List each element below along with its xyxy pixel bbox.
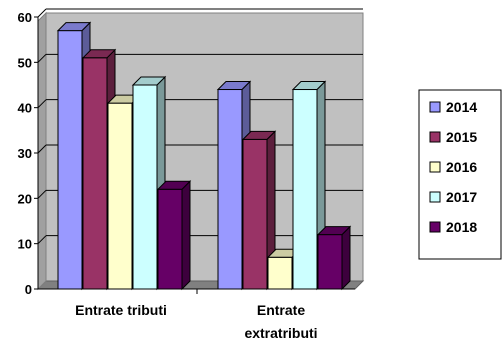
bar-front (292, 89, 318, 290)
category-label: extratributi (244, 325, 317, 341)
legend-label: 2016 (446, 159, 477, 175)
side-wall (37, 11, 47, 291)
legend-swatch (429, 221, 441, 233)
legend-item: 2018 (429, 219, 477, 235)
bar-front (217, 89, 243, 290)
bar-top (216, 81, 252, 91)
bar-top (156, 180, 192, 190)
bar-top (241, 130, 277, 140)
legend-swatch (429, 191, 441, 203)
bar-front (157, 188, 183, 290)
y-tick-label: 40 (18, 101, 32, 116)
legend-swatch (429, 161, 441, 173)
bar-top (316, 226, 352, 236)
gridline-side (37, 53, 47, 63)
bar-2018-0 (156, 180, 192, 291)
y-tick-label: 30 (18, 146, 32, 161)
legend-item: 2015 (429, 129, 477, 145)
y-tick-label: 20 (18, 191, 32, 206)
plot-area: 0 10 20 30 40 50 60 Entrate tributi Entrate extr… (18, 8, 365, 341)
legend-item: 2017 (429, 189, 477, 205)
bar-front (317, 234, 343, 290)
gridline-side (37, 235, 47, 245)
bar-front (132, 84, 158, 290)
legend-label: 2014 (446, 99, 477, 115)
bar-side (341, 225, 351, 291)
gridline-side (37, 99, 47, 109)
y-tick-label: 10 (18, 237, 32, 252)
category-label: Entrate tributi (75, 302, 167, 318)
bar-front (242, 138, 268, 290)
bars (56, 21, 352, 291)
bar-front (57, 30, 83, 290)
bar-front (82, 57, 108, 290)
bar-side (181, 180, 191, 291)
y-tick-label: 60 (18, 10, 32, 25)
bar-2018-1 (316, 225, 352, 291)
legend-item: 2016 (429, 159, 477, 175)
bar-top (56, 22, 92, 32)
y-tick-label: 0 (25, 282, 32, 297)
legend-label: 2015 (446, 129, 477, 145)
bar-front (107, 102, 133, 290)
x-axis-categories: Entrate tributi Entrate extratributi (75, 302, 317, 341)
legend-label: 2017 (446, 189, 477, 205)
legend-swatch (429, 131, 441, 143)
bar-2015-1 (241, 130, 277, 291)
gridline-side (37, 144, 47, 154)
bar-top (81, 49, 117, 59)
legend-item: 2014 (429, 99, 477, 115)
gridline-side (37, 8, 47, 18)
category-label: Entrate (257, 302, 305, 318)
legend-swatch (429, 101, 441, 113)
gridline-side (37, 189, 47, 199)
y-axis-ticks: 0 10 20 30 40 50 60 (18, 10, 38, 297)
y-tick-label: 50 (18, 55, 32, 70)
bar-top (131, 76, 167, 86)
legend: 2014 2015 2016 2017 2018 (418, 89, 502, 260)
bar-front (267, 256, 293, 290)
legend-label: 2018 (446, 219, 477, 235)
bar-top (291, 81, 327, 91)
